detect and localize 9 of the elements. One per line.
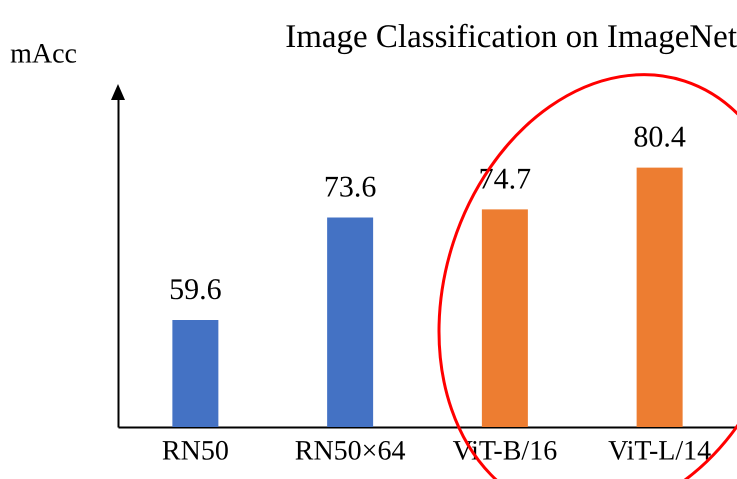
chart-title: Image Classification on ImageNet	[285, 19, 737, 55]
x-tick-label: RN50×64	[294, 436, 406, 466]
y-axis-title: mAcc	[10, 38, 77, 70]
data-label: 80.4	[633, 120, 686, 154]
data-label: 73.6	[324, 170, 376, 204]
x-tick-label: ViT-L/14	[608, 436, 712, 466]
x-tick-label: RN50	[162, 436, 229, 466]
data-label: 59.6	[169, 273, 222, 306]
data-label: 74.7	[478, 162, 532, 196]
